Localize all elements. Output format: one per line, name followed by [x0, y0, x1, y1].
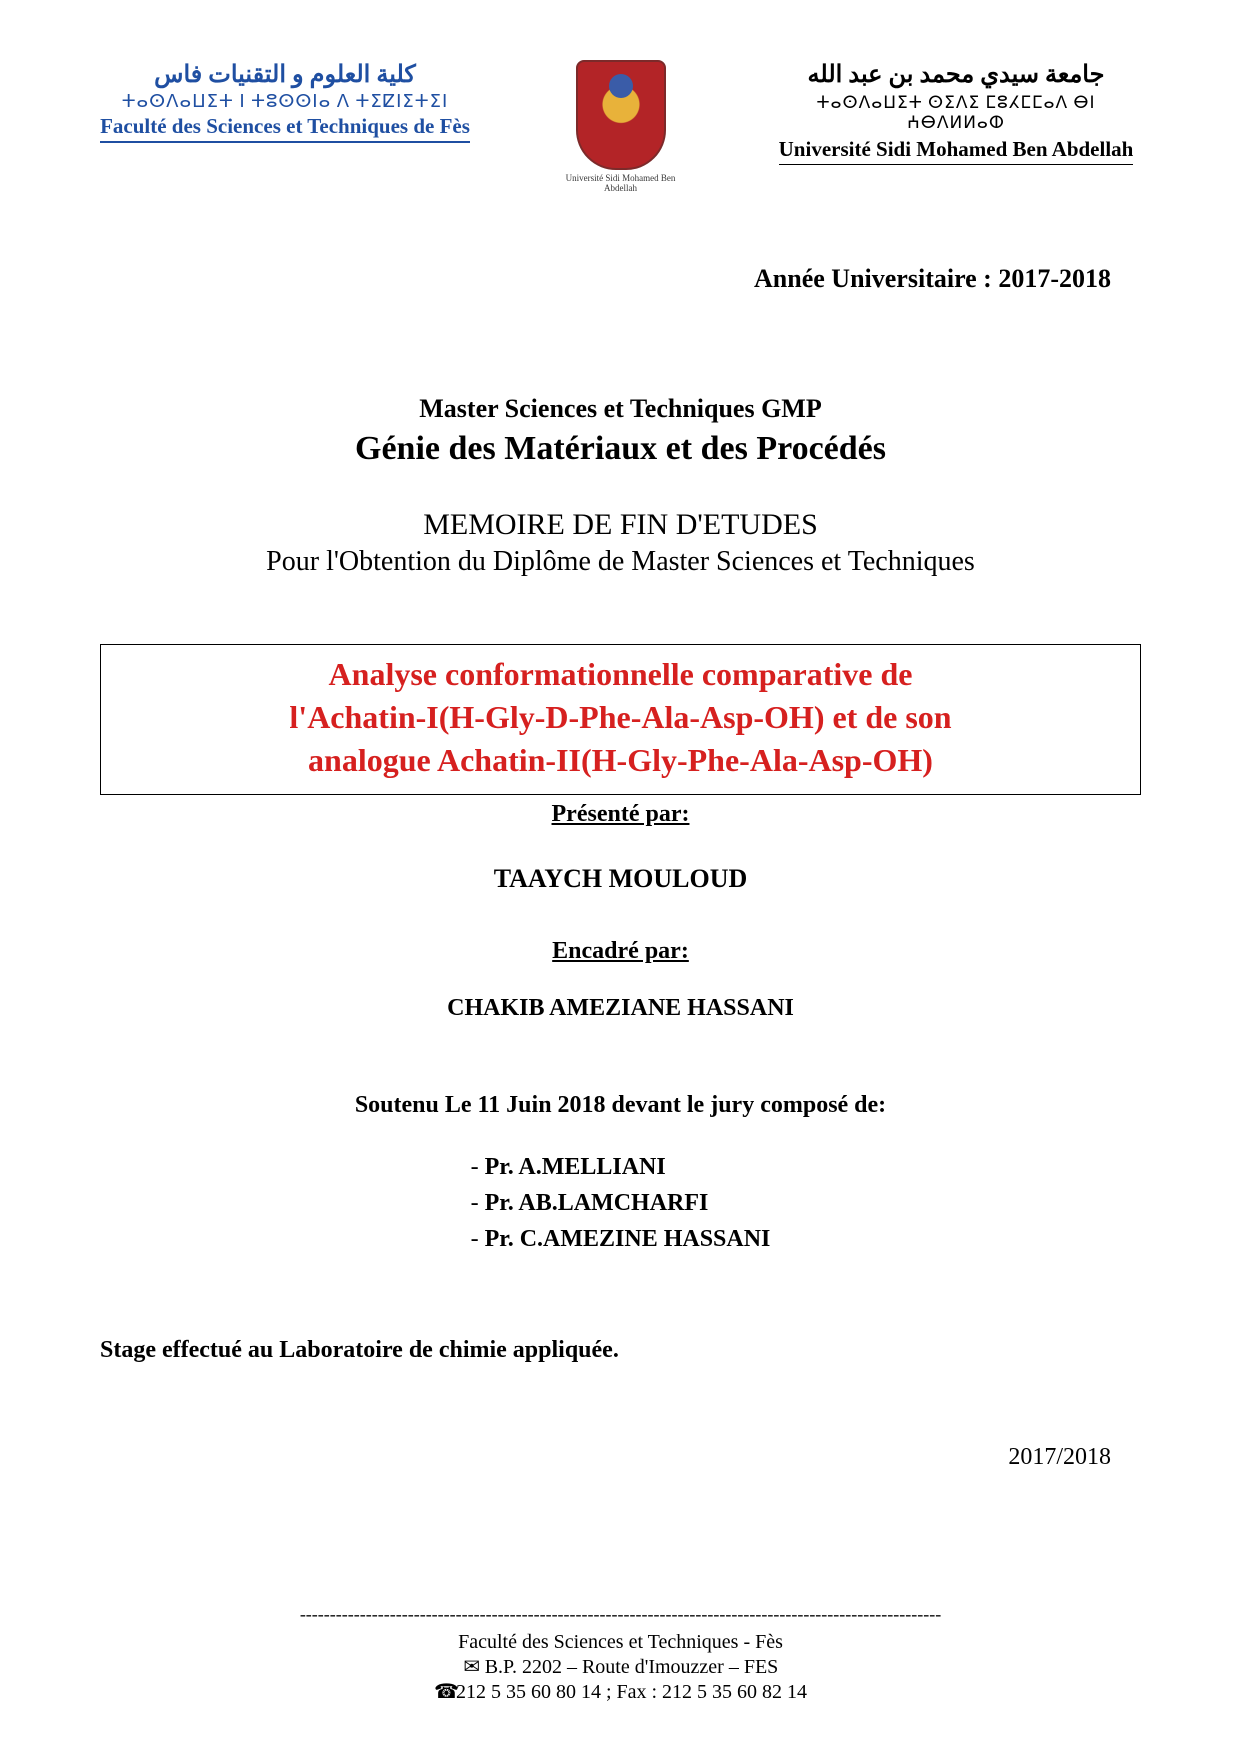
academic-year: Année Universitaire : 2017-2018	[100, 264, 1111, 294]
supervisor-name: CHAKIB AMEZIANE HASSANI	[100, 995, 1141, 1022]
left-tifinagh: ⵜⴰⵙⴷⴰⵡⵉⵜ ⵏ ⵜⵓⵙⵙⵏⴰ ⴷ ⵜⵉⵇⵏⵉⵜⵉⵏ	[100, 91, 470, 112]
right-tifinagh: ⵜⴰⵙⴷⴰⵡⵉⵜ ⵙⵉⴷⵉ ⵎⵓⵃⵎⵎⴰⴷ ⴱⵏ ⵄⴱⴷⵍⵍⴰⵀ	[771, 93, 1141, 133]
year-bottom: 2017/2018	[100, 1444, 1111, 1471]
thesis-title-line3: analogue Achatin-II(H-Gly-Phe-Ala-Asp-OH…	[111, 739, 1130, 782]
left-arabic: كلية العلوم و التقنيات فاس	[100, 60, 470, 89]
defense-line: Soutenu Le 11 Juin 2018 devant le jury c…	[100, 1092, 1141, 1119]
right-french: Université Sidi Mohamed Ben Abdellah	[779, 137, 1134, 165]
jury-list: Pr. A.MELLIANI Pr. AB.LAMCHARFI Pr. C.AM…	[471, 1149, 771, 1257]
footer-line2-text: B.P. 2202 – Route d'Imouzzer – FES	[485, 1656, 779, 1678]
footer-line3-text: 212 5 35 60 80 14 ; Fax : 212 5 35 60 82…	[456, 1681, 807, 1703]
header-center: Université Sidi Mohamed Ben Abdellah	[561, 60, 681, 194]
university-crest-icon	[576, 60, 666, 170]
stage-line: Stage effectué au Laboratoire de chimie …	[100, 1337, 1141, 1364]
thesis-title-line1: Analyse conformationnelle comparative de	[111, 653, 1130, 696]
thesis-title-box: Analyse conformationnelle comparative de…	[100, 644, 1141, 796]
thesis-title-line2: l'Achatin-I(H-Gly-D-Phe-Ala-Asp-OH) et d…	[111, 696, 1130, 739]
footer-line3: ☎212 5 35 60 80 14 ; Fax : 212 5 35 60 8…	[0, 1679, 1241, 1704]
footer-line1: Faculté des Sciences et Techniques - Fès	[0, 1631, 1241, 1654]
header-left: كلية العلوم و التقنيات فاس ⵜⴰⵙⴷⴰⵡⵉⵜ ⵏ ⵜⵓ…	[100, 60, 470, 143]
obtention-line: Pour l'Obtention du Diplôme de Master Sc…	[100, 546, 1141, 578]
footer: ----------------------------------------…	[0, 1604, 1241, 1704]
header-row: كلية العلوم و التقنيات فاس ⵜⴰⵙⴷⴰⵡⵉⵜ ⵏ ⵜⵓ…	[100, 60, 1141, 194]
footer-dashes: ----------------------------------------…	[0, 1604, 1241, 1625]
presented-by-label: Présenté par:	[100, 801, 1141, 828]
left-french: Faculté des Sciences et Techniques de Fè…	[100, 114, 470, 143]
author-name: TAAYCH MOULOUD	[100, 864, 1141, 894]
jury-item: Pr. A.MELLIANI	[471, 1149, 771, 1185]
program-line2: Génie des Matériaux et des Procédés	[100, 430, 1141, 468]
program-line1: Master Sciences et Techniques GMP	[100, 394, 1141, 424]
phone-icon: ☎	[434, 1679, 452, 1704]
jury-item: Pr. AB.LAMCHARFI	[471, 1185, 771, 1221]
supervised-by-label: Encadré par:	[100, 938, 1141, 965]
crest-caption: Université Sidi Mohamed Ben Abdellah	[561, 174, 681, 194]
header-right: جامعة سيدي محمد بن عبد الله ⵜⴰⵙⴷⴰⵡⵉⵜ ⵙⵉⴷ…	[771, 60, 1141, 165]
jury-item: Pr. C.AMEZINE HASSANI	[471, 1221, 771, 1257]
memoire-heading: MEMOIRE DE FIN D'ETUDES	[100, 508, 1141, 542]
right-arabic: جامعة سيدي محمد بن عبد الله	[771, 60, 1141, 89]
mail-icon: ✉	[463, 1654, 481, 1679]
footer-line2: ✉B.P. 2202 – Route d'Imouzzer – FES	[0, 1654, 1241, 1679]
